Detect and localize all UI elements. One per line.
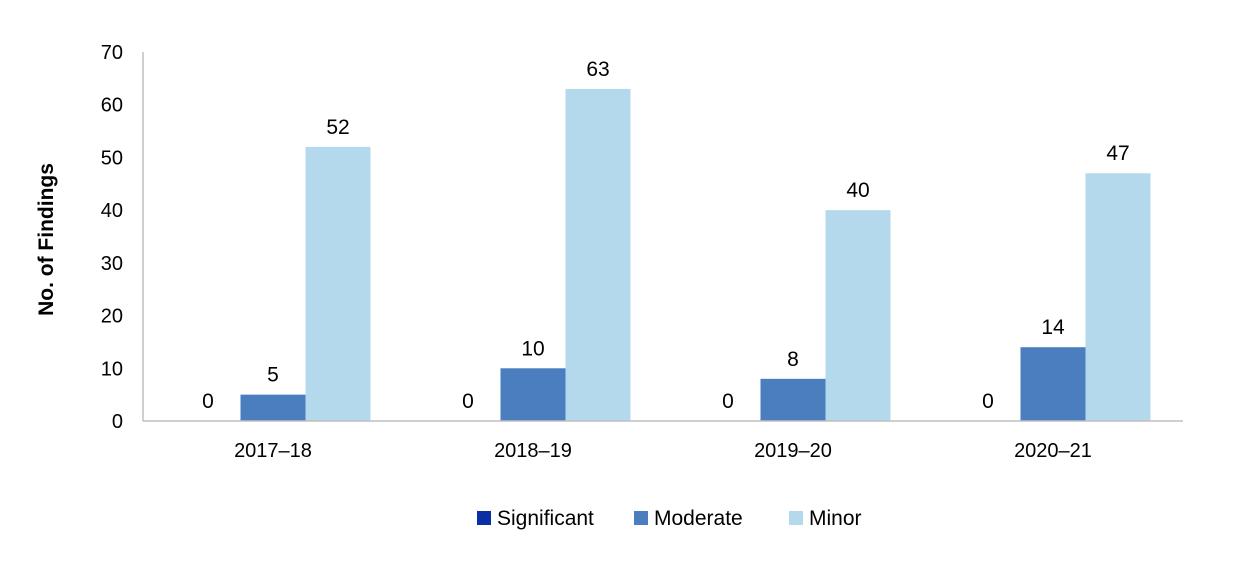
y-tick-label: 40 [101, 200, 123, 222]
x-tick-label: 2017–18 [234, 440, 312, 462]
axes-group [142, 52, 1183, 422]
y-tick-label: 30 [101, 253, 123, 275]
data-label: 0 [982, 390, 994, 413]
y-axis-ticks: 0 10 20 30 40 50 60 70 [101, 42, 123, 433]
legend-label-moderate: Moderate [654, 507, 743, 530]
data-label: 63 [586, 58, 609, 81]
y-tick-label: 0 [112, 411, 123, 433]
legend-label-significant: Significant [497, 507, 594, 530]
bar-moderate-1 [500, 368, 566, 421]
data-label: 40 [846, 179, 869, 202]
x-axis-ticks: 2017–18 2018–19 2019–20 2020–21 [234, 440, 1092, 462]
y-tick-label: 70 [101, 42, 123, 64]
bar-minor-3 [1085, 173, 1151, 421]
bar-minor-2 [825, 210, 891, 421]
legend-label-minor: Minor [809, 507, 862, 530]
y-tick-label: 60 [101, 95, 123, 117]
data-label: 8 [787, 348, 799, 371]
data-label: 47 [1106, 142, 1129, 165]
legend-swatch-moderate [634, 511, 648, 525]
data-label: 52 [326, 116, 349, 139]
x-tick-label: 2020–21 [1014, 440, 1092, 462]
bar-minor-1 [565, 88, 631, 422]
y-tick-label: 10 [101, 358, 123, 380]
bar-moderate-3 [1020, 347, 1086, 421]
data-label: 14 [1041, 316, 1065, 339]
legend-swatch-significant [477, 511, 491, 525]
legend-swatch-minor [789, 511, 803, 525]
data-label: 0 [462, 390, 474, 413]
data-label: 0 [722, 390, 734, 413]
x-tick-label: 2018–19 [494, 440, 572, 462]
data-label: 5 [267, 364, 279, 387]
data-labels-group: 0 5 52 0 10 63 0 8 40 0 14 47 [202, 58, 1130, 413]
data-label: 10 [521, 337, 544, 360]
x-tick-label: 2019–20 [754, 440, 832, 462]
y-tick-label: 20 [101, 306, 123, 328]
y-axis-title: No. of Findings [35, 163, 58, 316]
bars-group [240, 88, 1151, 422]
bar-moderate-0 [240, 394, 306, 421]
legend: Significant Moderate Minor [477, 507, 862, 530]
bar-minor-0 [305, 146, 371, 421]
data-label: 0 [202, 390, 214, 413]
bar-moderate-2 [760, 378, 826, 421]
y-tick-label: 50 [101, 147, 123, 169]
